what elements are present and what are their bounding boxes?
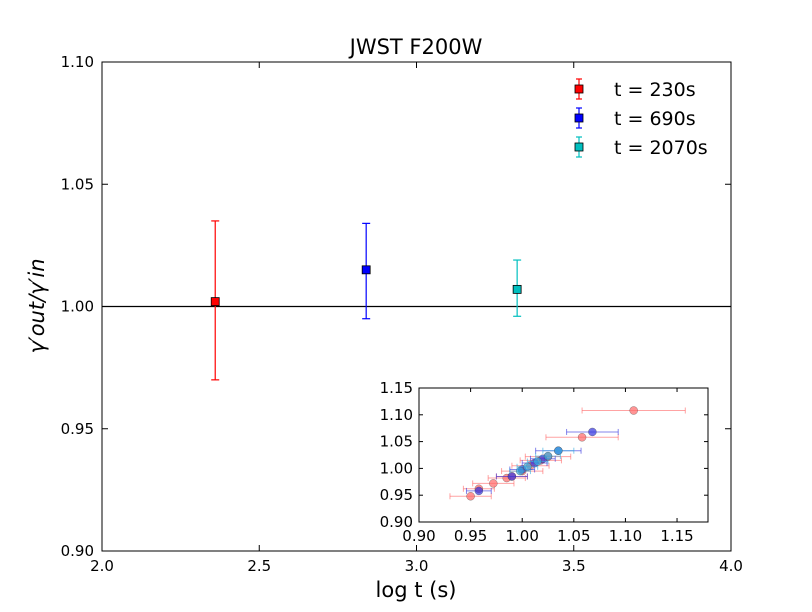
legend-marker	[574, 84, 584, 94]
legend-label: t = 2070s	[614, 137, 708, 159]
y-tick-label: 1.05	[61, 175, 94, 193]
x-tick-label: 2.5	[247, 557, 271, 575]
inset-marker-circle	[577, 433, 587, 442]
inset-x-ticks: 0.90 0.95 1.00 1.05 1.10 1.15	[402, 388, 694, 545]
inset-plot-frame	[418, 387, 709, 523]
marker-square	[361, 265, 371, 275]
inset-y-tick-label: 1.15	[380, 379, 413, 397]
x-axis-label: log t (s)	[376, 578, 457, 602]
inset-data-point	[465, 486, 492, 496]
data-point	[210, 220, 220, 381]
inset-marker-circle	[474, 486, 484, 496]
legend-entry: t = 690s	[574, 107, 696, 130]
inset-marker-circle	[466, 492, 475, 501]
y-tick-label: 1.00	[61, 298, 94, 316]
inset-x-tick-label: 1.10	[609, 527, 642, 545]
inset-marker-circle	[507, 472, 517, 481]
inset-data-point	[545, 433, 619, 442]
inset-y-tick-label: 1.10	[380, 406, 413, 424]
legend-marker	[574, 113, 584, 123]
inset-marker-circle	[489, 479, 498, 488]
inset-x-tick-label: 1.05	[557, 527, 590, 545]
inset-y-tick-label: 1.05	[380, 433, 413, 451]
main-series-group	[210, 220, 522, 381]
main-y-ticks: 0.90 0.95 1.00 1.05 1.10	[61, 53, 731, 560]
inset-data-point	[542, 446, 575, 455]
legend-entry: t = 230s	[574, 78, 696, 101]
marker-square	[210, 297, 220, 307]
inset-data-point	[509, 466, 531, 476]
legend-label: t = 230s	[614, 79, 696, 101]
inset-data-point	[449, 492, 492, 501]
x-tick-label: 3.5	[562, 557, 586, 575]
inset-data-point	[535, 451, 561, 461]
inset-data-point	[566, 427, 619, 437]
inset-y-tick-label: 1.00	[380, 459, 413, 477]
chart-title: JWST F200W	[348, 35, 483, 59]
legend-label: t = 690s	[614, 108, 696, 130]
inset-y-tick-label: 0.90	[380, 513, 413, 531]
legend-marker	[574, 142, 584, 152]
y-axis-label: γ′out/γ′in	[25, 258, 49, 353]
y-tick-label: 0.95	[61, 420, 94, 438]
marker-square	[512, 284, 522, 294]
inset-data-point	[472, 479, 515, 488]
inset-series-group	[449, 406, 686, 501]
inset-data-point	[495, 472, 528, 481]
inset-marker-circle	[554, 446, 563, 455]
inset-y-tick-label: 0.95	[380, 486, 413, 504]
legend: t = 230s t = 690s t = 2070s	[574, 78, 708, 159]
data-point	[512, 259, 522, 317]
x-tick-label: 3.0	[405, 557, 429, 575]
x-tick-label: 2.0	[90, 557, 114, 575]
inset-x-tick-label: 0.95	[454, 527, 487, 545]
inset-plot: 0.90 0.95 1.00 1.05 1.10 1.15 0.90 0.95 1.00 1.0…	[380, 379, 709, 545]
inset-x-tick-label: 0.90	[402, 527, 435, 545]
y-tick-label: 1.10	[61, 53, 94, 71]
inset-x-tick-label: 1.15	[660, 527, 693, 545]
data-point	[361, 222, 371, 320]
inset-data-point	[581, 406, 686, 415]
inset-y-ticks: 0.90 0.95 1.00 1.05 1.10 1.15	[380, 379, 708, 531]
legend-entry: t = 2070s	[574, 136, 708, 159]
x-tick-label: 4.0	[719, 557, 743, 575]
inset-x-tick-label: 1.00	[506, 527, 539, 545]
inset-marker-circle	[543, 451, 553, 461]
y-tick-label: 0.90	[61, 542, 94, 560]
inset-marker-circle	[629, 406, 638, 415]
inset-marker-circle	[588, 427, 597, 437]
main-x-ticks: 2.0 2.5 3.0 3.5 4.0	[90, 62, 743, 575]
inset-marker-circle	[533, 457, 542, 466]
